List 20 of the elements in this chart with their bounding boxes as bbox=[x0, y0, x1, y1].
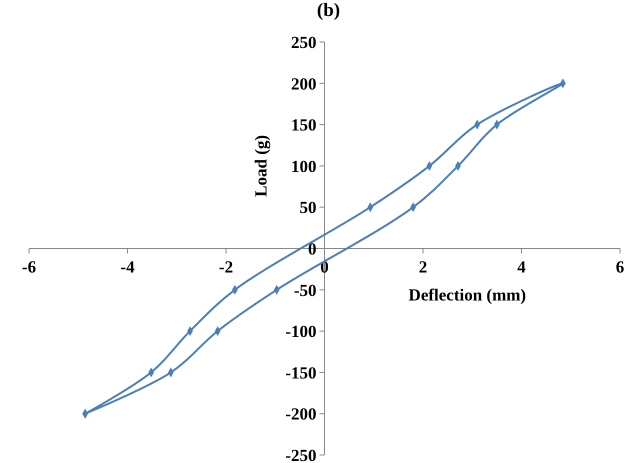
x-tick-label: -4 bbox=[120, 258, 136, 276]
y-axis-title: Load (g) bbox=[252, 134, 270, 197]
y-tick-label: -100 bbox=[285, 322, 316, 342]
y-tick-label: 250 bbox=[291, 33, 316, 52]
y-tick-label: -50 bbox=[294, 280, 316, 300]
x-tick-label: 4 bbox=[517, 258, 526, 276]
x-tick-label: -6 bbox=[22, 258, 36, 276]
y-tick-label: -200 bbox=[285, 404, 316, 424]
y-tick-label: -250 bbox=[285, 446, 316, 463]
x-axis-title: Deflection (mm) bbox=[408, 286, 526, 304]
y-tick-label: -150 bbox=[285, 363, 316, 382]
x-tick-label: 2 bbox=[418, 258, 428, 276]
x-tick-label: -2 bbox=[218, 258, 234, 276]
y-tick-label: 150 bbox=[291, 116, 316, 135]
chart-title: (b) bbox=[316, 0, 340, 21]
x-tick-label: 6 bbox=[616, 258, 624, 276]
y-tick-label: 50 bbox=[300, 198, 316, 218]
y-tick-label: 200 bbox=[291, 74, 316, 94]
y-tick-label: 0 bbox=[308, 240, 316, 258]
y-tick-label: 100 bbox=[291, 156, 316, 176]
